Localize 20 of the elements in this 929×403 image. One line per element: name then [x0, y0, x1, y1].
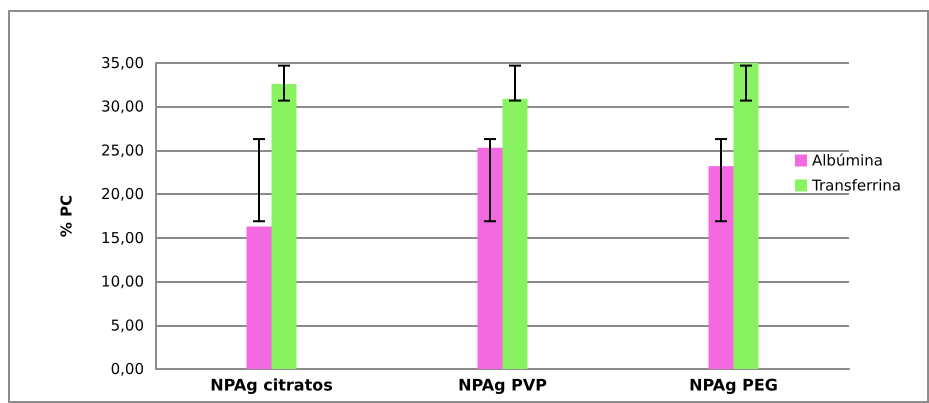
bar: [502, 98, 528, 369]
bar: [734, 63, 758, 369]
bar: [246, 226, 272, 369]
bar: [272, 84, 296, 369]
y-axis-title: % PC: [58, 194, 76, 238]
legend-label: Albúmina: [812, 152, 883, 170]
x-tick-label: NPAg PEG: [689, 376, 778, 394]
x-tick-label: NPAg PVP: [458, 376, 548, 394]
bar: [478, 148, 502, 369]
y-tick-label: 25,00: [101, 141, 144, 160]
legend-label: Transferrina: [811, 176, 902, 194]
y-tick-label: 20,00: [101, 185, 144, 204]
x-tick-label: NPAg citratos: [210, 376, 333, 394]
y-tick-label: 30,00: [101, 98, 144, 116]
bar: [708, 166, 734, 369]
y-tick-label: 0,00: [110, 360, 144, 378]
y-tick-label: 35,00: [101, 54, 144, 72]
y-tick-label: 10,00: [101, 272, 144, 291]
y-tick-label: 15,00: [101, 228, 144, 247]
y-tick-label: 5,00: [110, 316, 144, 334]
